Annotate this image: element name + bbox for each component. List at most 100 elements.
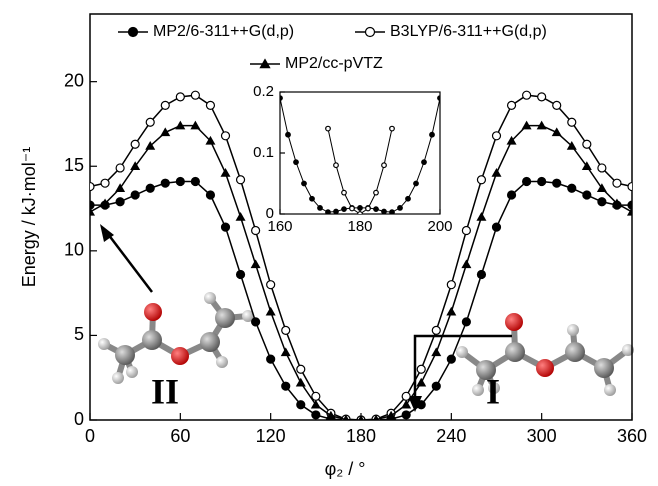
marker	[521, 120, 532, 130]
marker	[190, 176, 200, 187]
y-tick-label: 0.1	[253, 144, 274, 161]
marker	[130, 190, 140, 200]
arrowheads	[100, 224, 422, 412]
marker	[597, 163, 607, 173]
marker	[627, 200, 632, 210]
marker	[389, 209, 395, 214]
marker	[317, 204, 323, 211]
marker	[552, 178, 562, 188]
marker	[386, 410, 397, 420]
marker	[333, 208, 339, 214]
marker	[325, 410, 336, 420]
marker	[627, 206, 632, 216]
marker	[461, 225, 471, 236]
annotation: I	[486, 371, 500, 411]
marker	[280, 95, 283, 101]
marker	[476, 175, 487, 185]
marker	[537, 176, 547, 187]
marker	[190, 120, 201, 130]
marker	[130, 139, 140, 149]
marker	[416, 400, 426, 410]
marker	[431, 325, 441, 335]
marker	[491, 131, 502, 141]
marker	[397, 204, 403, 211]
marker	[310, 399, 321, 409]
marker	[90, 206, 95, 216]
y-tick-label: 0	[266, 205, 274, 222]
marker	[145, 140, 156, 150]
marker	[446, 306, 457, 316]
x-tick-label: 180	[347, 218, 372, 235]
marker	[160, 127, 171, 137]
marker	[100, 198, 111, 208]
marker	[266, 354, 276, 364]
marker	[446, 280, 456, 290]
marker	[333, 162, 339, 169]
marker	[506, 190, 517, 200]
marker	[389, 125, 395, 132]
marker	[461, 317, 471, 327]
marker	[220, 168, 231, 177]
inset-frame	[279, 91, 441, 215]
marker	[522, 176, 532, 187]
marker	[506, 135, 517, 145]
marker	[416, 364, 426, 374]
marker	[476, 269, 487, 280]
marker	[401, 410, 411, 420]
marker	[311, 410, 321, 420]
annotation: II	[151, 371, 179, 411]
marker	[349, 205, 355, 212]
marker	[160, 100, 170, 110]
marker	[431, 381, 441, 391]
marker	[446, 354, 456, 364]
marker	[295, 377, 306, 387]
marker	[205, 100, 216, 110]
marker	[205, 135, 216, 145]
marker	[190, 90, 200, 100]
legend-marker	[259, 58, 271, 69]
marker	[309, 195, 315, 202]
marker	[115, 183, 126, 192]
marker	[421, 159, 427, 166]
y-tick-label: 0	[74, 409, 84, 429]
marker	[581, 161, 592, 170]
marker	[567, 117, 577, 127]
marker	[280, 347, 291, 357]
marker	[582, 139, 592, 149]
marker	[175, 92, 185, 102]
marker	[175, 120, 186, 130]
marker	[491, 222, 502, 232]
marker	[566, 140, 577, 150]
marker	[365, 205, 371, 212]
x-tick-label: 160	[267, 218, 292, 235]
marker	[205, 190, 216, 200]
marker	[611, 198, 622, 208]
marker	[401, 399, 412, 409]
marker	[220, 222, 231, 232]
series-group	[280, 95, 440, 214]
marker	[416, 377, 427, 387]
marker	[250, 259, 261, 269]
marker	[175, 176, 185, 187]
marker	[325, 209, 331, 214]
marker	[235, 175, 246, 185]
legend-label: B3LYP/6-311++G(d,p)	[390, 23, 547, 40]
marker	[115, 163, 125, 173]
marker	[100, 178, 110, 188]
marker	[597, 197, 607, 207]
marker	[220, 131, 231, 141]
marker	[266, 280, 276, 290]
y-tick-label: 5	[74, 324, 84, 344]
marker	[265, 306, 276, 316]
marker	[567, 183, 577, 193]
marker	[357, 211, 363, 214]
y-axis-label: Energy / kJ·mol⁻¹	[19, 147, 39, 288]
molecule-i-atoms	[456, 313, 634, 396]
marker	[281, 381, 291, 391]
marker	[296, 364, 306, 374]
marker	[130, 161, 141, 170]
marker	[437, 95, 440, 101]
x-tick-label: 0	[85, 426, 95, 446]
marker	[90, 181, 95, 192]
